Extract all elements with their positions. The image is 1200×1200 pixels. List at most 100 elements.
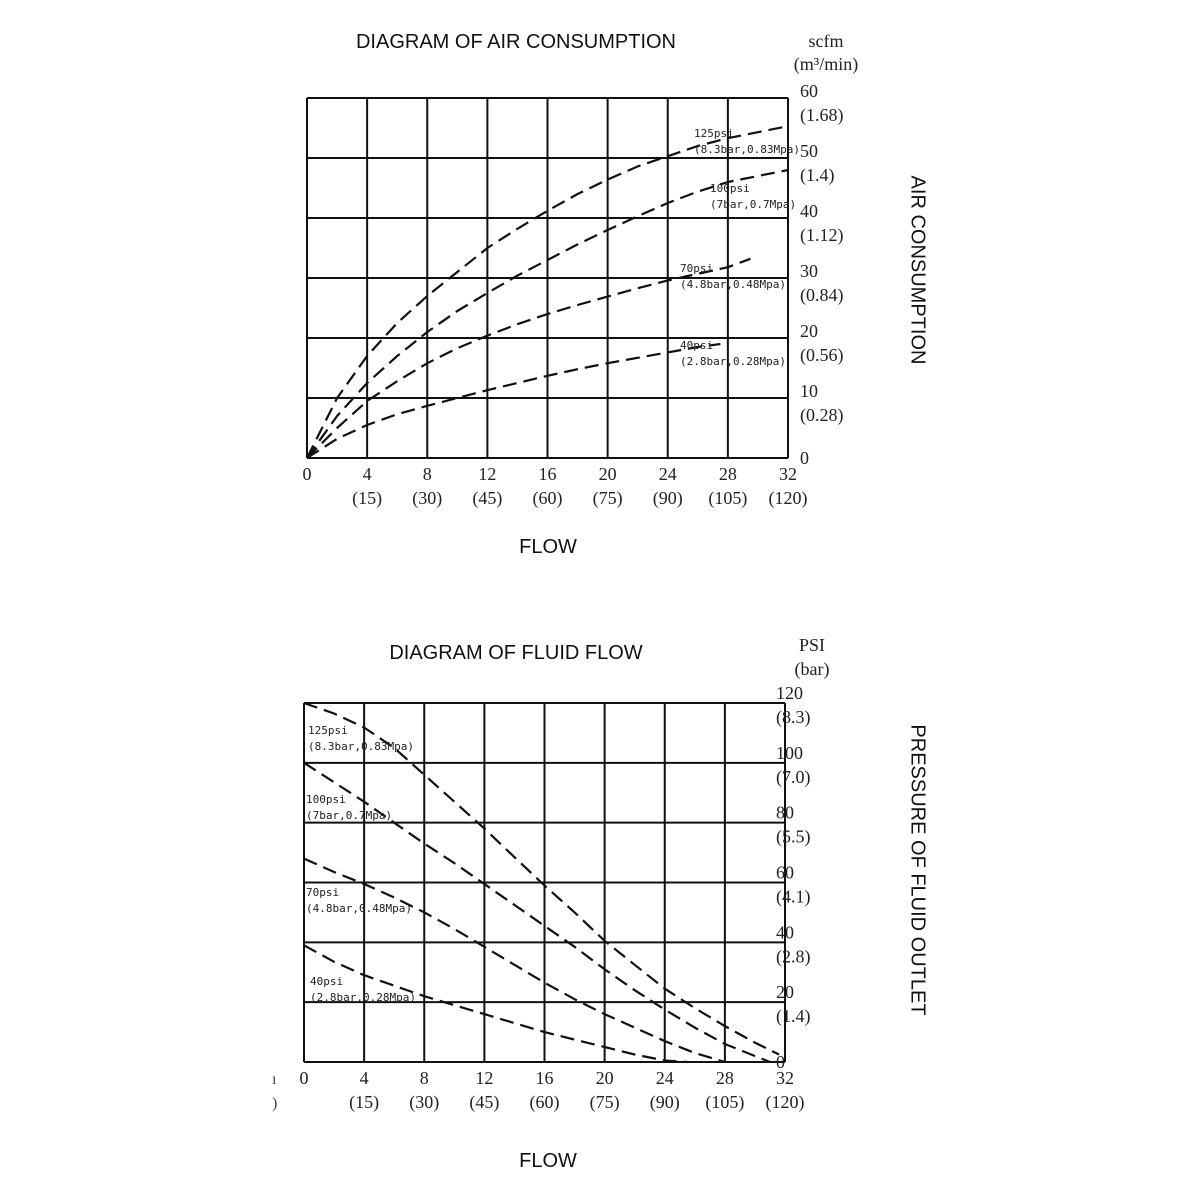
y-tick-label: 100 [776, 743, 803, 763]
x-tick-label: 0 [303, 464, 312, 484]
x-tick-label: 20 [599, 464, 617, 484]
y-tick-sublabel: (1.12) [800, 225, 844, 246]
x-tick-label: 24 [659, 464, 677, 484]
edge-fragment-2: ) [272, 1095, 277, 1112]
x-tick-sublabel: (30) [409, 1092, 439, 1113]
x-axis-label: FLOW [519, 536, 577, 558]
y-tick-sublabel: (8.3) [776, 707, 811, 728]
chart-title: DIAGRAM OF AIR CONSUMPTION [356, 31, 676, 53]
x-tick-sublabel: (75) [593, 488, 623, 509]
y-unit-primary: PSI [799, 635, 825, 655]
x-tick-label: 32 [776, 1068, 794, 1088]
x-tick-label: 12 [475, 1068, 493, 1088]
y-unit-secondary: (bar) [795, 659, 830, 680]
y-tick-label: 120 [776, 683, 803, 703]
y-tick-label: 40 [776, 922, 794, 942]
x-tick-sublabel: (120) [766, 1092, 805, 1113]
series-label: 40psi [310, 975, 343, 988]
series-sublabel: (2.8bar,0.28Mpa) [310, 991, 416, 1004]
x-tick-sublabel: (90) [653, 488, 683, 509]
series-line-40psi [306, 342, 721, 459]
series-line-40psi [303, 944, 688, 1064]
x-tick-sublabel: (105) [708, 488, 747, 509]
x-tick-sublabel: (90) [650, 1092, 680, 1113]
y-tick-label: 50 [800, 141, 818, 161]
chart-1: DIAGRAM OF AIR CONSUMPTION 0 4 (15) 8 (30) 12 (… [303, 31, 929, 558]
y-tick-label: 60 [800, 81, 818, 101]
series-label: 125psi [308, 724, 348, 737]
y-tick-sublabel: (0.56) [800, 345, 844, 366]
x-tick-label: 24 [656, 1068, 674, 1088]
series-sublabel: (4.8bar,0.48Mpa) [680, 278, 786, 291]
y-tick-sublabel: (5.5) [776, 827, 811, 848]
y-tick-sublabel: (0.28) [800, 405, 844, 426]
x-tick-label: 8 [423, 464, 432, 484]
series-sublabel: (7bar,0.7Mpa) [306, 809, 392, 822]
series-label: 125psi [694, 127, 734, 140]
y-tick-label: 80 [776, 803, 794, 823]
series-label: 100psi [306, 793, 346, 806]
x-tick-sublabel: (45) [469, 1092, 499, 1113]
series-sublabel: (8.3bar,0.83Mpa) [694, 143, 800, 156]
series-label: 70psi [306, 886, 339, 899]
y-tick-label: 20 [776, 982, 794, 1002]
series-sublabel: (4.8bar,0.48Mpa) [306, 902, 412, 915]
chart-title: DIAGRAM OF FLUID FLOW [389, 642, 642, 664]
x-tick-label: 12 [478, 464, 496, 484]
x-tick-sublabel: (105) [705, 1092, 744, 1113]
series-label: 40psi [680, 339, 713, 352]
series-sublabel: (7bar,0.7Mpa) [710, 198, 796, 211]
y-tick-label: 0 [776, 1052, 785, 1072]
series-line-125psi [306, 125, 789, 459]
edge-fragment-1: ı [272, 1071, 277, 1088]
x-tick-sublabel: (120) [769, 488, 808, 509]
x-tick-sublabel: (60) [533, 488, 563, 509]
chart-2: DIAGRAM OF FLUID FLOW 0 4 (15) 8 (30) 12 (45) 16… [300, 635, 929, 1172]
x-tick-label: 32 [779, 464, 797, 484]
x-tick-sublabel: (30) [412, 488, 442, 509]
y-axis-label: AIR CONSUMPTION [907, 176, 929, 365]
series-line-70psi [306, 257, 751, 459]
series-sublabel: (2.8bar,0.28Mpa) [680, 355, 786, 368]
y-tick-sublabel: (7.0) [776, 767, 811, 788]
y-tick-label: 20 [800, 321, 818, 341]
x-tick-label: 28 [716, 1068, 734, 1088]
x-tick-label: 16 [539, 464, 557, 484]
series-line-100psi [306, 168, 789, 459]
series-sublabel: (8.3bar,0.83Mpa) [308, 740, 414, 753]
x-tick-sublabel: (75) [590, 1092, 620, 1113]
series-label: 100psi [710, 182, 750, 195]
x-tick-label: 8 [420, 1068, 429, 1088]
series-line-100psi [303, 761, 771, 1064]
x-tick-sublabel: (60) [530, 1092, 560, 1113]
x-tick-label: 28 [719, 464, 737, 484]
series-line-70psi [303, 857, 726, 1064]
y-tick-sublabel: (0.84) [800, 285, 844, 306]
y-tick-label: 10 [800, 381, 818, 401]
x-axis-label: FLOW [519, 1150, 577, 1172]
y-tick-label: 30 [800, 261, 818, 281]
x-tick-sublabel: (45) [472, 488, 502, 509]
y-tick-sublabel: (4.1) [776, 887, 811, 908]
y-unit-secondary: (m³/min) [794, 54, 858, 75]
y-tick-sublabel: (2.8) [776, 946, 811, 967]
y-tick-label: 0 [800, 448, 809, 468]
x-tick-label: 4 [360, 1068, 369, 1088]
y-tick-sublabel: (1.4) [800, 165, 835, 186]
x-tick-sublabel: (15) [349, 1092, 379, 1113]
y-tick-sublabel: (1.68) [800, 105, 844, 126]
series-line-125psi [303, 701, 780, 1056]
series-label: 70psi [680, 262, 713, 275]
x-tick-label: 20 [596, 1068, 614, 1088]
x-tick-label: 4 [363, 464, 372, 484]
x-tick-label: 0 [300, 1068, 309, 1088]
x-tick-label: 16 [536, 1068, 554, 1088]
x-tick-sublabel: (15) [352, 488, 382, 509]
y-unit-primary: scfm [809, 31, 844, 51]
y-tick-label: 60 [776, 863, 794, 883]
y-tick-label: 40 [800, 201, 818, 221]
y-tick-sublabel: (1.4) [776, 1006, 811, 1027]
y-axis-label: PRESSURE OF FLUID OUTLET [907, 724, 929, 1015]
